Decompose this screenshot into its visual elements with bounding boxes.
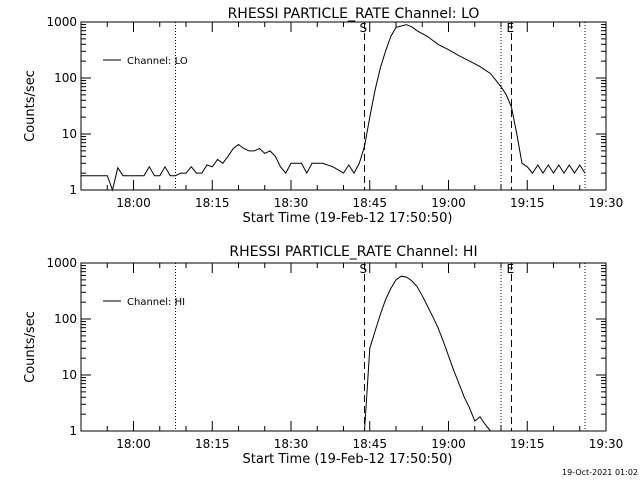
footer-timestamp: 19-Oct-2021 01:02 xyxy=(562,468,638,477)
x-tick-label: 18:15 xyxy=(195,196,230,210)
marker-label: S xyxy=(360,262,368,276)
y-tick-label: 1 xyxy=(69,183,77,197)
x-axis-label: Start Time (19-Feb-12 17:50:50) xyxy=(243,211,453,226)
x-tick-label: 18:30 xyxy=(274,437,309,451)
legend-label: Channel: HI xyxy=(127,297,185,308)
y-tick-label: 10 xyxy=(62,368,77,382)
x-tick-label: 19:30 xyxy=(589,196,624,210)
panel-lo: RHESSI PARTICLE_RATE Channel: LO 1 10 100 10… xyxy=(23,6,623,226)
y-axis-label: Counts/sec xyxy=(23,70,38,142)
panel-hi: RHESSI PARTICLE_RATE Channel: HI 1 10 100 10… xyxy=(23,244,623,467)
chart-title: RHESSI PARTICLE_RATE Channel: LO xyxy=(228,6,480,22)
y-tick-label: 1000 xyxy=(46,256,77,270)
x-tick-label: 19:15 xyxy=(510,196,545,210)
x-tick-label: 18:00 xyxy=(116,437,151,451)
x-tick-label: 19:00 xyxy=(431,437,466,451)
y-tick-label: 10 xyxy=(62,127,77,141)
x-tick-label: 19:15 xyxy=(510,437,545,451)
y-axis-label: Counts/sec xyxy=(23,311,38,383)
series-line xyxy=(81,24,586,192)
x-tick-label: 19:00 xyxy=(431,196,466,210)
legend-label: Channel: LO xyxy=(127,56,188,67)
chart-title: RHESSI PARTICLE_RATE Channel: HI xyxy=(229,244,477,260)
y-tick-label: 100 xyxy=(54,71,77,85)
x-tick-label: 18:00 xyxy=(116,196,151,210)
marker-label: E xyxy=(507,21,515,35)
marker-label: E xyxy=(507,262,515,276)
x-tick-label: 18:15 xyxy=(195,437,230,451)
marker-label: S xyxy=(360,21,368,35)
x-axis-label: Start Time (19-Feb-12 17:50:50) xyxy=(243,452,453,467)
y-tick-label: 1 xyxy=(69,424,77,438)
x-tick-label: 19:30 xyxy=(589,437,624,451)
x-tick-label: 18:30 xyxy=(274,196,309,210)
series-line xyxy=(364,275,491,432)
x-tick-label: 18:45 xyxy=(352,437,387,451)
y-tick-label: 100 xyxy=(54,312,77,326)
x-tick-label: 18:45 xyxy=(352,196,387,210)
y-tick-label: 1000 xyxy=(46,15,77,29)
